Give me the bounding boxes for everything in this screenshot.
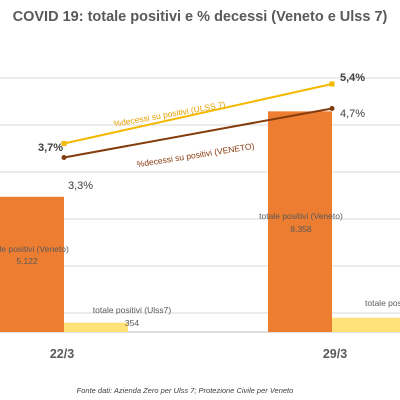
bar-ulss7-22-3 bbox=[64, 322, 128, 332]
bar-label-ulss7-22-3-name: totale positivi (Ulss7) bbox=[93, 305, 172, 315]
pct-label-veneto-22-3: 3,3% bbox=[68, 180, 93, 192]
x-tick-label: 29/3 bbox=[323, 347, 347, 361]
marker-veneto-22-3 bbox=[61, 155, 67, 160]
bar-label-veneto-22-3-name: totale positivi (Veneto) bbox=[0, 244, 69, 254]
series-annotation-ulss7: %decessi su positivi (ULSS 7) bbox=[113, 99, 227, 129]
bar-veneto-22-3 bbox=[0, 196, 64, 332]
marker-ulss7-22-3 bbox=[61, 141, 67, 146]
bar-label-ulss7-22-3-value: 354 bbox=[125, 318, 139, 328]
marker-ulss7-29-3 bbox=[329, 81, 335, 87]
bar-label-veneto-22-3-value: 5.122 bbox=[16, 256, 38, 266]
pct-label-ulss7-22-3: 3,7% bbox=[38, 142, 63, 154]
series-annotation-veneto: %decessi su positivi (VENETO) bbox=[136, 141, 255, 170]
pct-label-ulss7-29-3: 5,4% bbox=[340, 72, 365, 84]
x-tick-label: 22/3 bbox=[50, 347, 74, 361]
bar-veneto-29-3 bbox=[268, 111, 332, 332]
bar-label-ulss7-29-3-name: totale positivi (Ulss7) bbox=[365, 298, 400, 308]
bars bbox=[0, 111, 400, 332]
marker-veneto-29-3 bbox=[329, 106, 335, 111]
bar-label-veneto-29-3-name: totale positivi (Veneto) bbox=[259, 211, 343, 221]
x-axis: 22/3 29/3 bbox=[50, 347, 347, 361]
line-ulss7 bbox=[63, 83, 333, 145]
line-veneto bbox=[63, 107, 333, 159]
bar-ulss7-29-3 bbox=[332, 317, 400, 332]
chart-title: COVID 19: totale positivi e % decessi (V… bbox=[13, 9, 388, 25]
lines bbox=[61, 81, 335, 160]
source-note: Fonte dati: Azienda Zero per Ulss 7; Pro… bbox=[77, 386, 294, 395]
bar-label-veneto-29-3-value: 8.358 bbox=[290, 224, 312, 234]
pct-label-veneto-29-3: 4,7% bbox=[340, 108, 365, 120]
bar-labels: totale positivi (Veneto) 5.122 totale po… bbox=[0, 211, 400, 328]
